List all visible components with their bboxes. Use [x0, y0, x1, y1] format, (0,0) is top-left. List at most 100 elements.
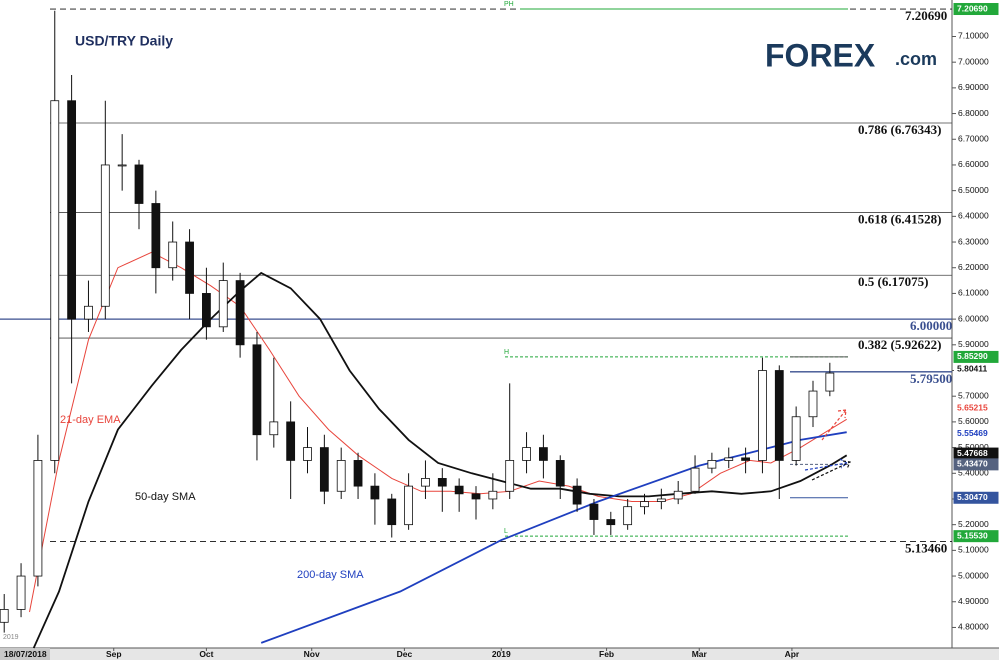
- candle-body: [336, 460, 346, 492]
- candle-body: [319, 447, 329, 492]
- chart-title: USD/TRY Daily: [75, 33, 173, 49]
- x-tick-label: Feb: [599, 649, 614, 659]
- arrow: [821, 409, 847, 441]
- x-tick-label: Mar: [692, 649, 708, 659]
- candle-body: [134, 164, 144, 204]
- candle-body: [387, 498, 397, 526]
- candle-body: [202, 293, 211, 328]
- x-tick-label: 18/07/2018: [4, 649, 47, 659]
- fib-label: 0.786 (6.76343): [858, 122, 941, 137]
- y-tick-label: 5.90000: [958, 339, 989, 349]
- y-tick-label: 7.00000: [958, 56, 989, 66]
- y-tick-label: 5.10000: [958, 545, 989, 555]
- candle-body: [707, 460, 717, 469]
- candle-body: [353, 460, 363, 487]
- indicator-line: [32, 271, 848, 649]
- candle-body: [437, 478, 447, 487]
- price-tag-label: 5.65215: [957, 403, 988, 413]
- logo-suffix: .com: [895, 49, 937, 69]
- series-label: 200-day SMA: [297, 569, 364, 581]
- price-tag: [954, 428, 998, 440]
- x-tick-label: Nov: [304, 649, 320, 659]
- price-tag: [954, 363, 998, 375]
- candle-body: [252, 344, 262, 436]
- plot: [0, 8, 956, 660]
- fib-label: 0.382 (5.92622): [858, 337, 941, 352]
- price-tag-label: 5.15530: [957, 530, 988, 540]
- price-tag: [953, 3, 999, 16]
- y-tick-label: 5.70000: [958, 390, 989, 400]
- candle-body: [673, 490, 683, 500]
- candle-body: [421, 478, 430, 487]
- x-tick-label: Dec: [397, 649, 413, 659]
- y-tick-label: 6.50000: [958, 185, 989, 195]
- y-tick-label: 6.20000: [958, 262, 989, 272]
- candle-body: [488, 490, 498, 500]
- candle-body: [589, 503, 599, 520]
- candle-body: [555, 460, 565, 487]
- y-tick-label: 5.60000: [958, 416, 989, 426]
- candle-body: [303, 447, 312, 461]
- y-tick-label: 5.00000: [958, 570, 989, 580]
- candle-body: [100, 164, 110, 307]
- x-axis-band: [0, 648, 999, 660]
- price-tag-label: 5.47668: [957, 448, 988, 458]
- candle-body: [84, 305, 93, 320]
- level-label: 7.20690: [905, 8, 947, 23]
- y-tick-label: 7.10000: [958, 31, 989, 41]
- candle-body: [774, 370, 784, 461]
- candle-body: [572, 485, 582, 505]
- y-tick-label: 5.20000: [958, 519, 989, 529]
- candle-body: [117, 164, 127, 167]
- marker-label: PH: [504, 1, 514, 8]
- candle-body: [690, 467, 700, 492]
- candle-body: [808, 390, 818, 418]
- x-tick-label: Sep: [106, 649, 122, 659]
- candle-body: [640, 501, 649, 508]
- candle-body: [185, 241, 194, 294]
- footnote: 2019: [3, 634, 19, 641]
- candle-body: [370, 485, 380, 500]
- candle-body: [286, 421, 296, 461]
- price-tag-label: 5.55469: [957, 428, 988, 438]
- logo-main: FOREX: [765, 37, 876, 73]
- y-tick-label: 4.90000: [958, 596, 989, 606]
- x-tick-label: Apr: [785, 649, 800, 659]
- candle-body: [471, 493, 481, 500]
- y-tick-label: 5.50000: [958, 442, 989, 452]
- candle-body: [33, 460, 43, 577]
- price-tag: [953, 530, 999, 543]
- candle-body: [0, 609, 9, 623]
- fib-label: 0.5 (6.17075): [858, 274, 928, 289]
- candle-body: [505, 460, 515, 492]
- y-tick-label: 6.90000: [958, 82, 989, 92]
- price-tag-label: 5.30470: [957, 492, 988, 502]
- arrow: [811, 460, 851, 481]
- candle-body: [741, 457, 750, 461]
- level-label: 5.79500: [910, 371, 952, 386]
- candle-body: [522, 447, 531, 461]
- candle-body: [404, 485, 414, 526]
- candle-body: [538, 447, 548, 461]
- y-tick-label: 6.70000: [958, 134, 989, 144]
- price-tag: [954, 402, 998, 414]
- candle-body: [758, 370, 767, 461]
- price-tag: [953, 458, 999, 471]
- price-tag-label: 5.85290: [957, 351, 988, 361]
- x-tick-label: Oct: [199, 649, 213, 659]
- price-tag-label: 5.43470: [957, 459, 988, 469]
- level-label: 6.00000: [910, 318, 952, 333]
- candle-body: [724, 457, 734, 461]
- series-label: 50-day SMA: [135, 491, 196, 503]
- y-tick-label: 6.10000: [958, 288, 989, 298]
- y-tick-label: 6.60000: [958, 159, 989, 169]
- arrow: [804, 458, 849, 471]
- y-tick-label: 6.80000: [958, 108, 989, 118]
- candle-body: [50, 100, 60, 461]
- price-tag: [953, 491, 999, 504]
- candle-body: [623, 506, 633, 526]
- y-tick-label: 6.00000: [958, 313, 989, 323]
- candle-body: [235, 280, 245, 346]
